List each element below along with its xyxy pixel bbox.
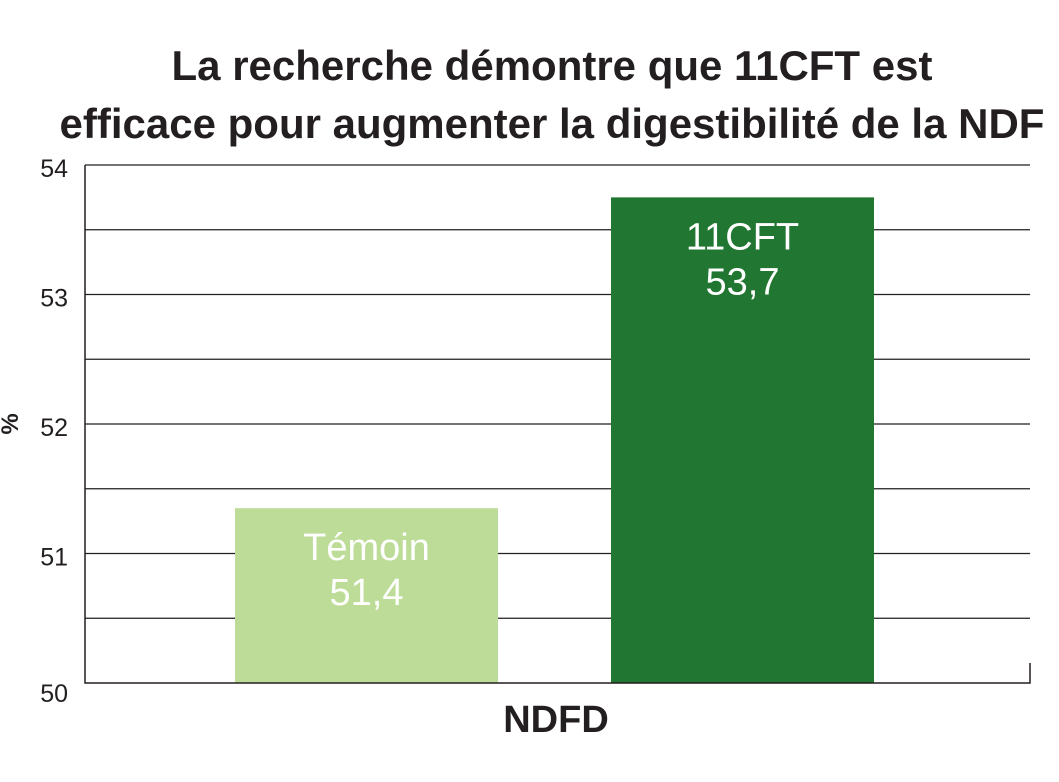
bar-value-label: 51,4 xyxy=(330,572,404,614)
bar-value-label: 53,7 xyxy=(706,261,780,303)
y-tick-labels: 50 51 52 53 54 xyxy=(40,155,68,708)
bar-category-label: 11CFT xyxy=(686,216,799,258)
x-axis-label: NDFD xyxy=(503,699,609,741)
chart-title-line-1: La recherche démontre que 11CFT est xyxy=(172,42,933,89)
y-tick-label: 52 xyxy=(40,414,68,442)
gridlines xyxy=(85,164,1030,619)
bar xyxy=(235,508,498,683)
y-tick-label: 54 xyxy=(40,155,68,183)
plot-frame xyxy=(84,165,1031,684)
bar xyxy=(611,197,874,683)
bar-category-label: Témoin xyxy=(303,527,430,569)
y-tick-label: 50 xyxy=(40,680,68,708)
y-axis-label: % xyxy=(0,413,24,434)
y-tick-label: 51 xyxy=(40,544,68,572)
chart-title-line-2: efficace pour augmenter la digestibilité… xyxy=(60,100,1045,147)
y-tick-label: 53 xyxy=(40,285,68,313)
